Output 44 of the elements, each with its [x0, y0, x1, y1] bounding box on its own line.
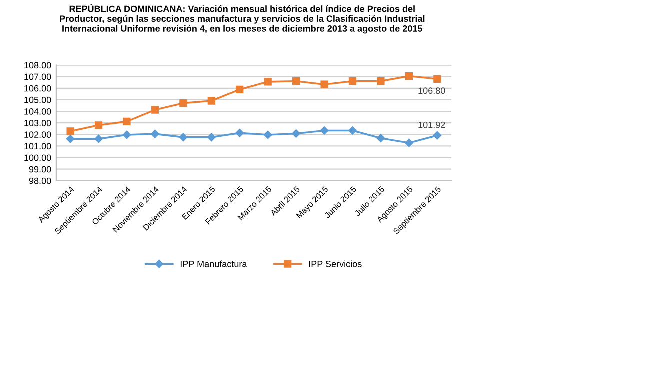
point [123, 118, 131, 126]
y-tick-label: 98.00 [29, 178, 52, 184]
y-tick-label: 105.00 [24, 96, 52, 104]
legend-label: IPP Servicios [309, 260, 362, 268]
y-tick-label: 108.00 [24, 62, 52, 69]
point [179, 133, 188, 142]
data-label: 106.80 [418, 88, 446, 94]
point [320, 126, 329, 135]
point [377, 78, 385, 86]
point [66, 134, 75, 144]
chart-title: REPÚBLICA DOMINICANA: Variación mensual histórica del índice de Precios del Productor, según las secciones manufactura y servicios de la Clasificación Industrial Internacional Uniforme revisión 4, en los meses de diciembre 2013 a agosto de 2015 [60, 4, 425, 34]
point [405, 72, 414, 80]
point [348, 126, 357, 135]
point [320, 80, 328, 88]
point [208, 133, 216, 142]
point [208, 97, 216, 105]
y-tick-label: 104.00 [24, 108, 52, 115]
legend-label: IPP Manufactura [180, 260, 248, 268]
y-tick-label: 103.00 [24, 120, 52, 126]
point [434, 75, 442, 83]
point [180, 99, 188, 108]
point [376, 134, 386, 142]
point [151, 130, 160, 138]
point [264, 78, 272, 86]
point [292, 130, 300, 138]
point [236, 86, 244, 94]
point [122, 130, 132, 140]
y-tick-label: 100.00 [24, 154, 52, 162]
point [236, 129, 244, 138]
y-tick-label: 99.00 [29, 166, 52, 173]
point [94, 134, 103, 144]
point [292, 78, 300, 86]
point [405, 138, 414, 148]
y-tick-label: 102.00 [24, 132, 52, 138]
data-label: 101.92 [418, 122, 446, 128]
point [348, 78, 357, 86]
y-tick-label: 107.00 [24, 74, 52, 80]
y-tick-label: 101.00 [24, 143, 52, 150]
point [66, 128, 74, 136]
point [94, 122, 103, 130]
point [151, 106, 160, 114]
y-tick-label: 106.00 [24, 85, 52, 92]
point [433, 131, 442, 140]
point [264, 130, 272, 140]
